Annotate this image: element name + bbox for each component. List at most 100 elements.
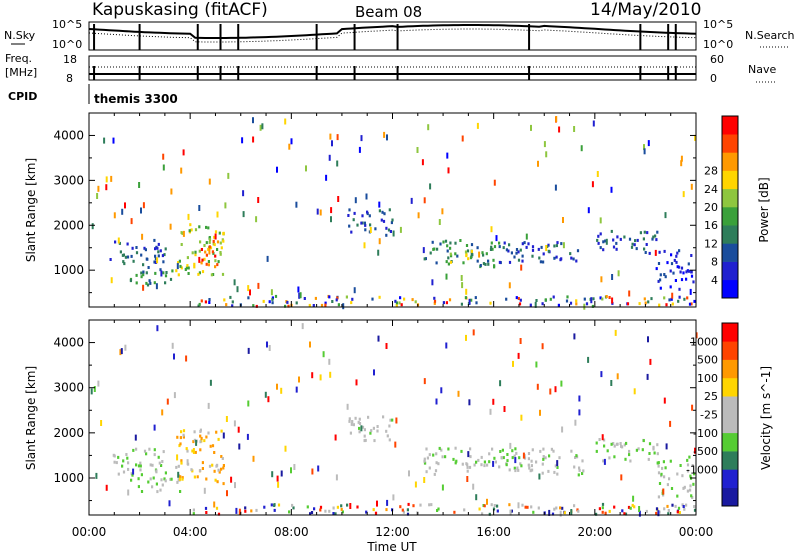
- echo-cell: [161, 460, 164, 463]
- echo-cell: [378, 238, 381, 245]
- echo-cell: [156, 325, 159, 332]
- echo-cell: [602, 459, 605, 463]
- echo-cell: [556, 466, 559, 469]
- echo-cell: [428, 453, 431, 457]
- echo-cell: [524, 505, 527, 509]
- echo-cell: [190, 228, 193, 232]
- echo-cell: [214, 259, 217, 263]
- echo-cell: [255, 508, 258, 512]
- echo-cell: [201, 258, 204, 262]
- echo-cell: [597, 241, 600, 245]
- echo-cell: [559, 506, 562, 510]
- echo-cell: [389, 230, 392, 233]
- echo-cell: [119, 349, 122, 356]
- echo-cell: [510, 509, 513, 513]
- echo-cell: [466, 465, 469, 469]
- echo-cell: [213, 235, 216, 239]
- echo-cell: [356, 505, 359, 509]
- echo-cell: [615, 241, 618, 245]
- echo-cell: [169, 277, 173, 281]
- echo-cell: [353, 211, 356, 215]
- echo-cell: [570, 449, 573, 453]
- echo-cell: [506, 459, 509, 463]
- echo-cell: [332, 506, 335, 510]
- echo-cell: [365, 193, 368, 200]
- echo-cell: [207, 260, 210, 263]
- echo-cell: [247, 285, 250, 292]
- x-axis-label: Time UT: [366, 540, 417, 554]
- echo-cell: [177, 273, 180, 277]
- echo-cell: [520, 414, 523, 421]
- echo-cell: [308, 303, 311, 307]
- echo-cell: [242, 211, 245, 218]
- echo-cell: [225, 416, 228, 422]
- y-tick-label: 1000: [53, 471, 84, 485]
- echo-cell: [542, 455, 545, 458]
- echo-cell: [519, 248, 522, 252]
- echo-cell: [208, 248, 211, 255]
- noise-left-tick-top: 10^5: [52, 18, 82, 31]
- echo-cell: [681, 474, 684, 478]
- echo-cell: [610, 186, 613, 193]
- echo-cell: [419, 503, 422, 507]
- echo-cell: [447, 262, 450, 266]
- echo-cell: [117, 472, 120, 476]
- echo-cell: [574, 456, 577, 459]
- station-title: Kapuskasing (fitACF): [92, 0, 268, 20]
- freq-right-tick-bottom: 0: [710, 72, 717, 85]
- echo-cell: [679, 270, 682, 274]
- echo-cell: [580, 145, 583, 152]
- echo-cell: [445, 260, 448, 264]
- echo-cell: [558, 126, 561, 133]
- echo-cell: [658, 482, 662, 485]
- echo-cell: [391, 418, 394, 422]
- echo-cell: [537, 247, 540, 251]
- echo-cell: [642, 439, 645, 443]
- echo-cell: [499, 380, 502, 387]
- echo-cell: [610, 380, 613, 386]
- echo-cell: [271, 297, 274, 301]
- echo-cell: [690, 254, 693, 257]
- echo-cell: [212, 273, 215, 276]
- echo-cell: [694, 447, 696, 454]
- echo-cell: [227, 172, 230, 179]
- echo-cell: [689, 288, 692, 295]
- echo-cell: [505, 463, 508, 467]
- echo-cell: [613, 444, 616, 448]
- echo-cell: [399, 505, 402, 509]
- echo-cell: [591, 304, 594, 308]
- echo-cell: [490, 226, 493, 233]
- echo-cell: [143, 246, 146, 250]
- echo-cell: [468, 465, 472, 469]
- echo-cell: [440, 387, 443, 394]
- echo-cell: [219, 251, 222, 254]
- echo-cell: [498, 241, 501, 245]
- echo-cell: [392, 494, 395, 501]
- echo-cell: [549, 297, 552, 301]
- echo-cell: [578, 468, 581, 472]
- echo-cell: [234, 482, 236, 489]
- echo-cell: [109, 258, 112, 261]
- noise-right-label: N.Search: [745, 29, 795, 42]
- echo-cell: [442, 301, 445, 305]
- echo-cell: [330, 207, 333, 214]
- echo-cell: [643, 144, 645, 151]
- echo-cell: [131, 473, 134, 477]
- echo-cell: [110, 277, 113, 284]
- echo-cell: [360, 135, 363, 142]
- echo-cell: [242, 190, 245, 197]
- echo-cell: [199, 469, 202, 473]
- echo-cell: [670, 487, 674, 490]
- echo-cell: [215, 506, 219, 510]
- echo-cell: [541, 343, 544, 350]
- echo-cell: [426, 456, 429, 460]
- echo-cell: [671, 292, 674, 299]
- echo-cell: [198, 205, 201, 211]
- echo-cell: [364, 228, 367, 232]
- echo-cell: [547, 249, 550, 253]
- echo-cell: [493, 245, 497, 249]
- echo-cell: [398, 301, 401, 305]
- echo-cell: [515, 248, 519, 251]
- colorbar-tick-label: 24: [704, 183, 718, 196]
- echo-cell: [682, 271, 685, 275]
